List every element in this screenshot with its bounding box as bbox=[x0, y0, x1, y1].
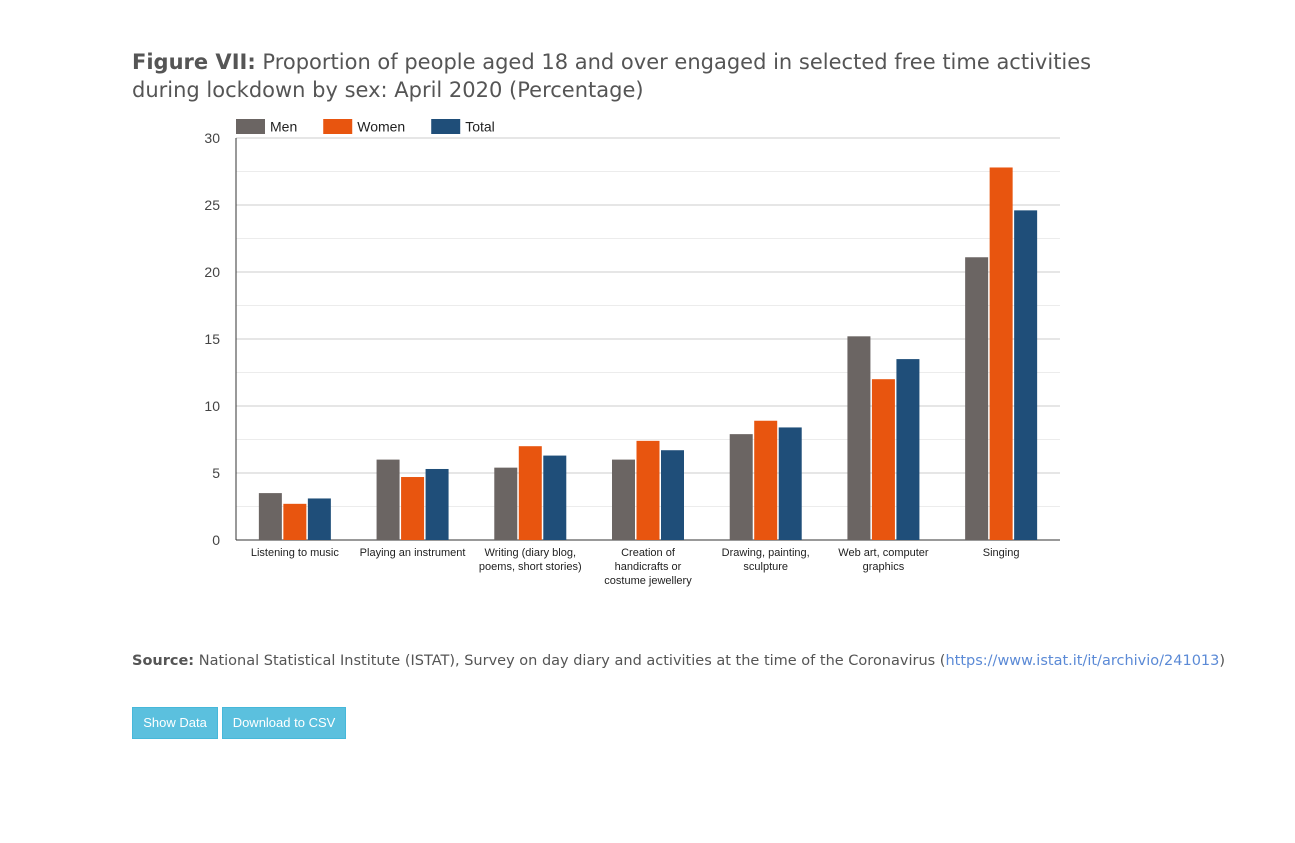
x-tick-label: Creation of handicrafts or costume jewelle… bbox=[604, 547, 692, 587]
bar-men bbox=[612, 459, 635, 540]
source-label: Source: bbox=[132, 653, 195, 669]
x-tick-label: Singing bbox=[983, 547, 1020, 559]
bar-women bbox=[401, 477, 425, 540]
bar-total bbox=[543, 455, 567, 540]
source-after: ) bbox=[1219, 653, 1226, 669]
legend-label-women: Women bbox=[357, 119, 405, 135]
source-note: Source: National Statistical Institute (… bbox=[132, 653, 1272, 669]
download-csv-button[interactable]: Download to CSV bbox=[222, 707, 346, 739]
x-tick-label: Writing (diary blog, poems, short stories… bbox=[479, 547, 582, 573]
x-tick-label: Listening to music bbox=[251, 547, 340, 559]
x-tick-label: Web art, computer graphics bbox=[838, 547, 929, 573]
bar-chart: 0 5 10 15 20 25 30 Listening to music Playing an… bbox=[204, 119, 1060, 587]
bar-men bbox=[847, 336, 871, 540]
figure-label: Figure VII: bbox=[132, 50, 256, 74]
source-text: National Statistical Institute (ISTAT), … bbox=[198, 653, 946, 669]
bar-women bbox=[518, 446, 542, 540]
source-link[interactable]: https://www.istat.it/it/archivio/241013 bbox=[945, 653, 1220, 669]
legend-swatch-total bbox=[431, 119, 461, 134]
y-tick-label: 15 bbox=[204, 331, 220, 347]
legend-label-men: Men bbox=[270, 119, 297, 135]
bar-men bbox=[729, 434, 753, 540]
bar-men bbox=[965, 257, 989, 540]
y-tick-label: 25 bbox=[204, 197, 220, 213]
bar-total bbox=[778, 427, 802, 540]
legend-label-total: Total bbox=[465, 119, 495, 135]
bar-total bbox=[1014, 210, 1038, 541]
x-tick-label: Drawing, painting, sculpture bbox=[722, 547, 810, 573]
figure-title: Proportion of people aged 18 and over en… bbox=[132, 50, 1092, 102]
y-tick-label: 0 bbox=[212, 532, 220, 548]
bar-total bbox=[896, 359, 920, 540]
y-tick-label: 20 bbox=[204, 264, 220, 280]
legend-swatch-men bbox=[236, 119, 265, 134]
bar-men bbox=[494, 467, 518, 540]
bar-women bbox=[989, 167, 1013, 541]
bar-total bbox=[661, 450, 684, 540]
bar-men bbox=[376, 459, 400, 540]
bar-women bbox=[283, 503, 307, 540]
bar-total bbox=[307, 498, 331, 540]
show-data-button[interactable]: Show Data bbox=[132, 707, 218, 739]
y-tick-label: 10 bbox=[204, 398, 220, 414]
bar-men bbox=[258, 493, 282, 540]
bar-women bbox=[754, 420, 778, 540]
legend-swatch-women bbox=[323, 119, 353, 134]
bar-women bbox=[871, 379, 895, 540]
y-tick-label: 5 bbox=[212, 465, 220, 481]
chart-title: Figure VII: Proportion of people aged 18… bbox=[132, 48, 1132, 104]
bar-women bbox=[636, 440, 660, 540]
x-tick-label: Playing an instrument bbox=[360, 547, 466, 559]
bar-total bbox=[425, 468, 449, 540]
y-tick-label: 30 bbox=[204, 130, 220, 146]
